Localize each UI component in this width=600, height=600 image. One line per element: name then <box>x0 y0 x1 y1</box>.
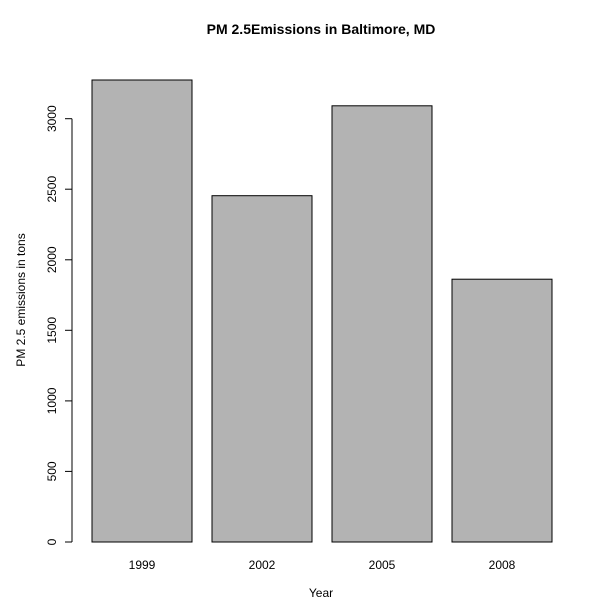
y-tick-label: 2500 <box>45 176 59 203</box>
y-axis-label: PM 2.5 emissions in tons <box>14 233 28 366</box>
bar-2008 <box>451 278 553 543</box>
x-tick-labels: 1999 2002 2005 2008 <box>129 558 516 572</box>
x-tick-label: 2008 <box>489 558 516 572</box>
x-axis-label: Year <box>309 586 333 600</box>
x-tick-label: 2002 <box>249 558 276 572</box>
y-tick-label: 1500 <box>45 317 59 344</box>
bar-2002 <box>211 195 313 543</box>
bars-group <box>91 79 553 543</box>
y-tick-label: 3000 <box>45 105 59 132</box>
x-tick-label: 2005 <box>369 558 396 572</box>
bar-2005 <box>331 105 433 543</box>
y-axis: 0 500 1000 1500 2000 2500 3000 <box>45 105 73 545</box>
y-tick-label: 0 <box>45 538 59 545</box>
y-tick-label: 500 <box>45 461 59 481</box>
chart-title: PM 2.5Emissions in Baltimore, MD <box>207 21 436 37</box>
y-tick-label: 2000 <box>45 246 59 273</box>
x-tick-label: 1999 <box>129 558 156 572</box>
bar-1999 <box>91 79 193 543</box>
y-tick-label: 1000 <box>45 387 59 414</box>
